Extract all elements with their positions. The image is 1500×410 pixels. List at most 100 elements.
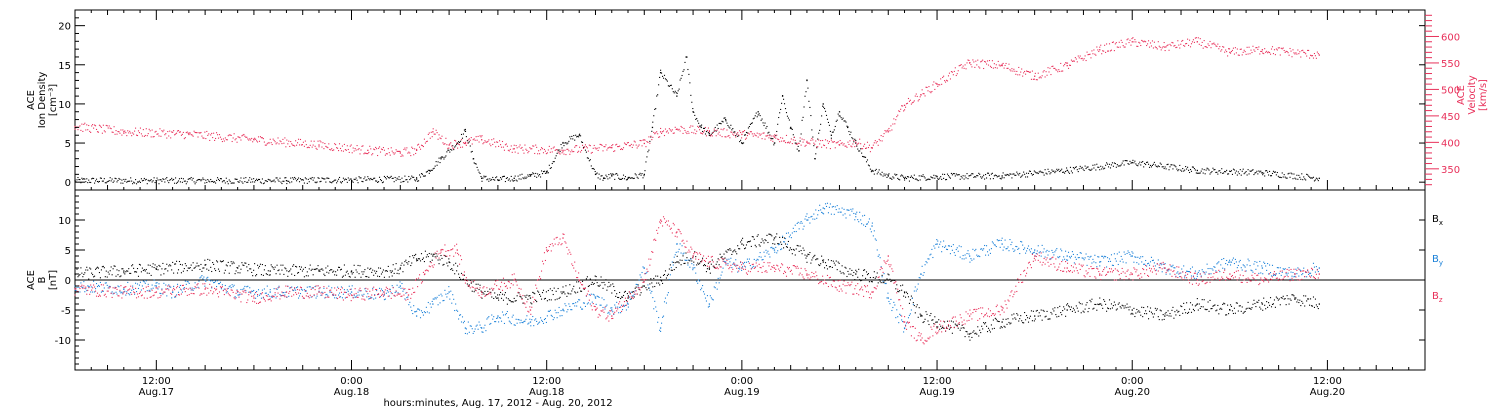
top-dot-0-236 [304, 177, 306, 179]
bottom-dot-0-850 [904, 292, 906, 294]
top-dot-0-822 [876, 173, 878, 175]
top-dot-1-767 [823, 144, 825, 146]
top-dot-0-838 [892, 176, 894, 178]
bottom-dot-1-183 [253, 289, 255, 292]
bottom-dot-0-201 [270, 264, 272, 266]
bottom-dot-0-663 [721, 256, 723, 258]
top-dot-0-38 [111, 178, 113, 180]
top-dot-1-777 [832, 141, 834, 143]
top-dot-1-904 [956, 73, 958, 75]
bottom-dot-0-1026 [1075, 305, 1077, 307]
top-dot-0-109 [180, 177, 182, 179]
top-dot-0-85 [157, 179, 159, 181]
top-dot-0-161 [231, 182, 233, 184]
bottom-dot-0-1216 [1261, 302, 1263, 304]
bottom-dot-0-799 [854, 279, 856, 281]
top-dot-0-156 [226, 181, 228, 183]
top-dot-1-145 [216, 132, 218, 134]
top-point-1-8 [432, 131, 434, 133]
top-dot-0-457 [520, 178, 522, 180]
bottom-dot-0-270 [337, 266, 340, 268]
bottom-dot-0-1091 [1139, 311, 1141, 313]
top-dot-1-1151 [1197, 37, 1199, 39]
bottom-dot-1-84 [156, 282, 158, 284]
top-dot-1-849 [903, 110, 905, 112]
top-dot-1-650 [708, 130, 710, 132]
top-dot-1-333 [399, 150, 401, 153]
bottom-dot-1-974 [1025, 252, 1027, 254]
bottom-dot-1-802 [857, 219, 859, 221]
top-dot-0-222 [291, 181, 293, 183]
top-dot-0-473 [536, 176, 538, 178]
bottom-point-1-38 [968, 255, 971, 257]
bottom-dot-1-625 [684, 259, 686, 261]
top-dot-1-624 [683, 127, 685, 130]
top-dot-1-947 [998, 64, 1000, 66]
top-dot-0-731 [787, 117, 789, 119]
top-point-0-45 [1001, 175, 1003, 177]
bottom-dot-1-368 [433, 298, 435, 300]
bottom-dot-1-286 [353, 295, 355, 297]
top-dot-1-1136 [1183, 44, 1185, 47]
top-dot-1-253 [321, 146, 323, 148]
top-dot-1-1208 [1253, 49, 1255, 51]
bottom-dot-0-5 [79, 273, 81, 276]
top-point-1-13 [562, 149, 564, 151]
top-dot-0-342 [408, 175, 410, 178]
bottom-dot-1-790 [845, 217, 847, 219]
top-dot-1-25 [98, 124, 100, 126]
top-dot-1-1067 [1115, 42, 1117, 44]
top-dot-0-754 [810, 115, 812, 117]
bottom-dot-1-879 [932, 256, 934, 259]
bottom-dot-1-643 [702, 285, 704, 287]
top-dot-0-230 [298, 181, 301, 183]
bottom-dot-1-281 [348, 285, 350, 287]
top-dot-1-1257 [1301, 50, 1303, 52]
bottom-dot-1-529 [590, 293, 592, 295]
bottom-dot-0-687 [744, 247, 747, 249]
bottom-dot-1-275 [342, 293, 344, 295]
top-point-0-22 [676, 95, 678, 97]
top-dot-0-635 [694, 114, 696, 116]
bottom-dot-1-555 [616, 301, 618, 303]
top-dot-1-150 [220, 138, 222, 140]
bottom-dot-1-304 [371, 297, 373, 299]
bottom-dot-1-850 [904, 328, 906, 330]
top-dot-0-80 [152, 180, 154, 182]
top-dot-1-1047 [1096, 46, 1098, 48]
top-dot-1-12 [86, 124, 88, 126]
top-dot-0-148 [218, 179, 221, 182]
bottom-dot-1-801 [856, 211, 858, 213]
top-dot-0-275 [342, 177, 344, 179]
top-dot-0-31 [104, 182, 106, 184]
top-dot-0-800 [855, 139, 857, 142]
bottom-dot-0-830 [884, 280, 886, 282]
top-dot-1-24 [97, 131, 100, 133]
top-dot-0-115 [186, 181, 188, 183]
bottom-dot-0-1188 [1233, 307, 1235, 309]
top-dot-0-665 [723, 117, 725, 119]
bottom-dot-0-590 [650, 278, 652, 280]
top-dot-1-1135 [1182, 39, 1184, 42]
top-dot-1-1169 [1215, 45, 1217, 47]
top-dot-0-1250 [1294, 177, 1296, 179]
top-dot-1-326 [392, 152, 394, 154]
bottom-point-0-16 [529, 297, 532, 299]
bottom-dot-0-96 [168, 265, 170, 267]
top-dot-1-419 [483, 142, 485, 144]
bottom-dot-1-609 [668, 279, 670, 281]
top-dot-0-289 [356, 179, 358, 181]
bottom-dot-0-722 [779, 236, 781, 238]
bottom-dot-0-696 [753, 238, 755, 240]
bottom-dot-0-1021 [1070, 306, 1072, 308]
top-dot-1-31 [104, 131, 106, 133]
top-dot-0-217 [286, 183, 288, 185]
top-dot-0-478 [540, 170, 543, 172]
top-dot-1-354 [419, 148, 422, 150]
bottom-dot-1-719 [776, 252, 778, 254]
top-dot-1-729 [785, 134, 788, 137]
top-dot-1-538 [599, 143, 601, 145]
bottom-dot-0-929 [981, 325, 983, 327]
top-dot-1-661 [719, 134, 721, 136]
top-dot-0-672 [730, 124, 732, 126]
